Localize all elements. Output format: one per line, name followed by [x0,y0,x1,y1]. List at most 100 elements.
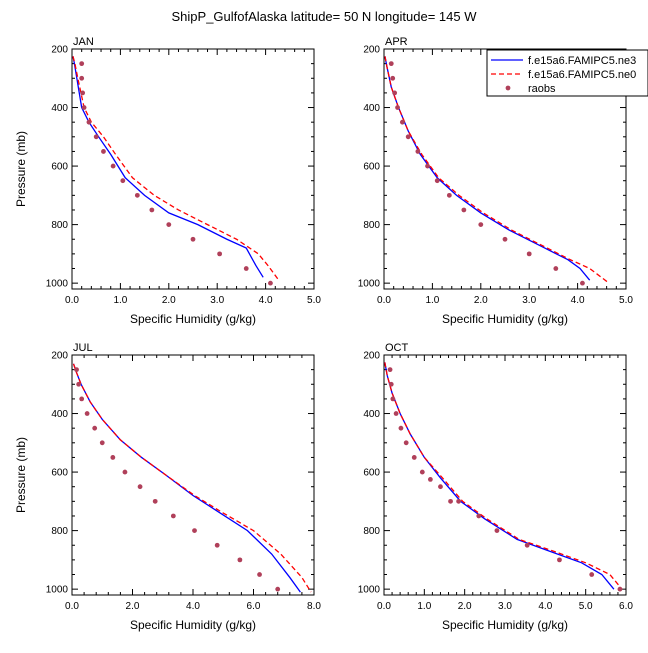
x-axis-label: Specific Humidity (g/kg) [442,618,568,632]
raobs-point [425,163,430,169]
raobs-point [411,455,417,460]
raobs-point [137,484,143,490]
panel-label: APR [385,36,408,48]
x-tick-label: 3.0 [522,295,536,306]
x-axis-label: Specific Humidity (g/kg) [130,312,256,326]
raobs-point [476,513,482,519]
raobs-point [553,266,559,271]
y-tick-label: 200 [363,45,380,56]
raobs-point [152,498,158,504]
x-tick-label: 3.0 [498,601,512,612]
x-tick-label: 5.0 [619,295,633,306]
raobs-point [617,586,623,592]
series-line-ne3 [72,363,301,593]
raobs-point [427,476,433,482]
x-tick-label: 6.0 [619,601,633,612]
legend-label: raobs [528,83,556,95]
raobs-point [110,163,116,169]
raobs-point [403,440,409,446]
raobs-point [237,557,243,563]
plot-area [384,56,610,286]
plot-area [72,363,312,593]
y-axis-label: Pressure (mb) [14,437,28,513]
x-tick-label: 1.0 [113,295,127,306]
raobs-point [395,105,400,110]
raobs-point [166,222,172,228]
x-tick-label: 4.0 [259,295,273,306]
raobs-point [526,251,532,257]
raobs-point [446,192,452,198]
raobs-point [79,61,85,67]
raobs-point [405,134,411,140]
raobs-point [122,469,128,475]
series-line-ne3 [384,362,615,590]
y-tick-label: 200 [363,351,380,362]
raobs-point [387,367,393,373]
plot-area [384,362,623,592]
y-tick-label: 600 [51,162,68,173]
legend-label: f.e15a6.FAMIPC5.ne3 [528,55,636,67]
y-tick-label: 1000 [358,585,381,596]
raobs-point [494,528,500,534]
panel-label: OCT [385,342,409,354]
raobs-point [79,396,85,402]
raobs-point [388,61,394,67]
y-tick-label: 1000 [46,585,69,596]
plot-frame [71,354,315,596]
x-tick-label: 5.0 [307,295,321,306]
y-tick-label: 200 [51,351,68,362]
x-tick-label: 5.0 [579,601,593,612]
panel-label: JAN [73,36,94,48]
x-tick-label: 0.0 [377,295,391,306]
legend: f.e15a6.FAMIPC5.ne3 f.e15a6.FAMIPC5.ne0 ra… [486,49,648,97]
y-tick-label: 800 [51,526,68,537]
raobs-point [388,381,394,387]
panel-label: JUL [73,342,93,354]
raobs-point [398,425,404,431]
x-tick-label: 4.0 [538,601,552,612]
raobs-point [392,90,398,96]
raobs-point [399,119,405,125]
legend-label: f.e15a6.FAMIPC5.ne0 [528,69,636,81]
y-tick-label: 600 [363,468,380,479]
raobs-point [76,381,82,387]
plot-area [72,56,279,286]
series-line-ne0 [384,56,610,284]
raobs-point [268,280,273,286]
raobs-point [80,90,86,96]
raobs-point [557,557,562,563]
series-line-ne0 [72,56,279,280]
raobs-point [93,134,99,140]
panel-group: JAN 0.0 1.0 2.0 3.0 4.0 5.0 200 400 600 800 1000 Spe… [14,36,633,632]
y-tick-label: 1000 [358,279,381,290]
legend-marker-raobs [505,85,511,91]
x-tick-label: 4.0 [571,295,585,306]
raobs-point [190,236,196,242]
raobs-point [257,572,262,577]
x-tick-label: 2.0 [162,295,176,306]
y-tick-label: 400 [363,409,380,420]
panel-jan: JAN 0.0 1.0 2.0 3.0 4.0 5.0 200 400 600 800 1000 Spe… [14,36,321,326]
panel-jul: JUL 0.0 2.0 4.0 6.0 8.0 200 400 600 800 1000 Specif… [14,342,321,632]
raobs-point [390,75,396,81]
x-tick-label: 0.0 [65,295,79,306]
raobs-point [81,105,87,110]
raobs-point [86,119,92,125]
raobs-point [192,528,197,534]
y-tick-label: 400 [363,103,380,114]
x-tick-label: 2.0 [126,601,140,612]
raobs-point [99,440,105,446]
raobs-point [478,222,484,228]
plot-frame [71,48,315,290]
x-tick-label: 2.0 [458,601,472,612]
x-tick-label: 6.0 [247,601,261,612]
y-tick-label: 800 [363,526,380,537]
raobs-point [415,149,421,154]
raobs-point [92,425,98,431]
raobs-point [217,251,223,257]
raobs-point [456,498,462,504]
plot-frame [383,48,627,290]
x-tick-label: 3.0 [210,295,224,306]
raobs-point [243,266,249,271]
